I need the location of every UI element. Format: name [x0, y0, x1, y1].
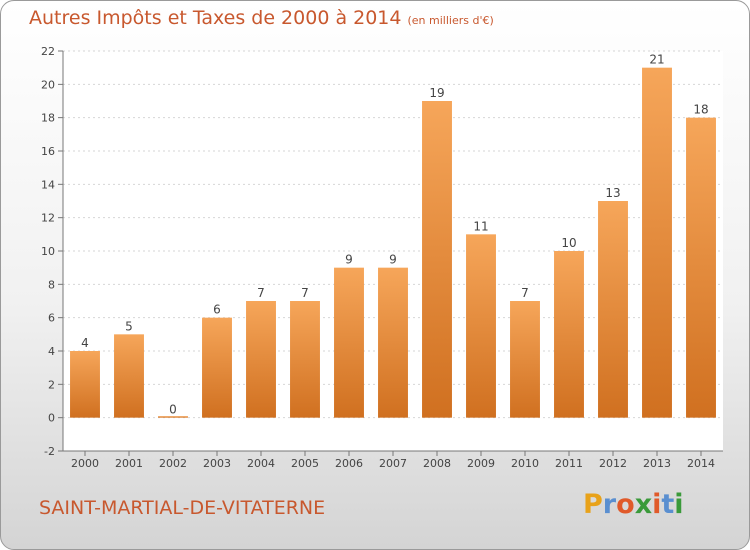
bar [686, 117, 716, 418]
data-label: 9 [389, 253, 397, 267]
data-label: 10 [561, 236, 576, 250]
data-label: 7 [257, 286, 265, 300]
x-tick-label: 2012 [599, 457, 627, 470]
x-tick-label: 2003 [203, 457, 231, 470]
x-tick-label: 2007 [379, 457, 407, 470]
data-label: 21 [649, 53, 664, 67]
x-tick-label: 2006 [335, 457, 363, 470]
chart-title: Autres Impôts et Taxes de 2000 à 2014 (en… [29, 7, 494, 29]
bar [422, 101, 452, 418]
y-tick-label: 18 [41, 112, 55, 125]
logo-letter: P [583, 489, 603, 520]
data-label: 7 [301, 286, 309, 300]
bar [114, 334, 144, 418]
y-tick-label: 0 [48, 412, 55, 425]
x-tick-label: 2014 [687, 457, 715, 470]
data-label: 9 [345, 253, 353, 267]
y-tick-label: 8 [48, 278, 55, 291]
bar [510, 301, 540, 418]
logo-letter: o [616, 489, 635, 520]
data-label: 0 [169, 403, 177, 417]
data-label: 18 [693, 103, 708, 117]
x-tick-label: 2000 [71, 457, 99, 470]
bar [334, 267, 364, 418]
y-tick-label: 6 [48, 312, 55, 325]
data-label: 11 [473, 219, 488, 233]
x-tick-label: 2013 [643, 457, 671, 470]
bar [202, 317, 232, 418]
logo-letter: i [652, 489, 662, 520]
bar [466, 234, 496, 418]
title-text: Autres Impôts et Taxes de 2000 à 2014 [29, 7, 402, 29]
logo-letter: t [661, 489, 675, 520]
x-tick-label: 2004 [247, 457, 275, 470]
commune-name: SAINT-MARTIAL-DE-VITATERNE [39, 497, 326, 519]
data-label: 19 [429, 86, 444, 100]
y-tick-label: -2 [44, 445, 55, 458]
x-tick-label: 2009 [467, 457, 495, 470]
bar [642, 67, 672, 418]
data-label: 5 [125, 319, 133, 333]
x-tick-label: 2010 [511, 457, 539, 470]
y-tick-label: 14 [41, 178, 55, 191]
bar [246, 301, 276, 418]
proxiti-logo: Proxiti [583, 489, 684, 520]
bar [70, 351, 100, 418]
logo-letter: r [602, 489, 617, 520]
bar [290, 301, 320, 418]
data-label: 7 [521, 286, 529, 300]
x-tick-label: 2008 [423, 457, 451, 470]
logo-letter: x [634, 489, 653, 520]
x-tick-label: 2001 [115, 457, 143, 470]
x-tick-label: 2011 [555, 457, 583, 470]
y-tick-label: 10 [41, 245, 55, 258]
unit-note: (en milliers d'€) [407, 14, 494, 27]
data-label: 13 [605, 186, 620, 200]
bar [378, 267, 408, 418]
data-label: 6 [213, 303, 221, 317]
bar [554, 251, 584, 418]
y-tick-label: 16 [41, 145, 55, 158]
x-tick-label: 2002 [159, 457, 187, 470]
logo-letter: i [674, 489, 684, 520]
y-tick-label: 22 [41, 45, 55, 58]
data-label: 4 [81, 336, 89, 350]
bar [158, 416, 188, 418]
x-tick-label: 2005 [291, 457, 319, 470]
bar [598, 201, 628, 418]
y-tick-label: 12 [41, 212, 55, 225]
y-tick-label: 4 [48, 345, 55, 358]
y-tick-label: 20 [41, 78, 55, 91]
y-tick-label: 2 [48, 378, 55, 391]
